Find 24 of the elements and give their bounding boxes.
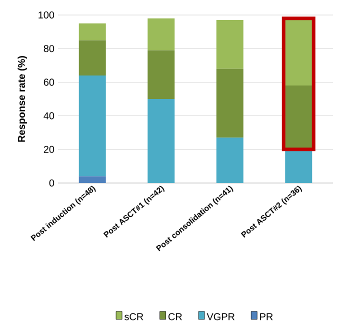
legend-label: sCR: [124, 313, 144, 320]
bar: [285, 86, 312, 150]
bar: [78, 176, 106, 183]
bar: [285, 149, 312, 183]
y-tick-label: 0: [49, 179, 54, 187]
bar: [216, 138, 244, 183]
bar: [148, 99, 175, 183]
legend-label: VGPR: [206, 313, 234, 320]
bar: [148, 50, 175, 99]
bar: [78, 23, 106, 40]
y-tick-label: 100: [38, 11, 54, 19]
bar: [285, 18, 312, 86]
y-tick-label: 80: [44, 45, 54, 52]
legend-label: CR: [168, 313, 182, 320]
bar: [216, 68, 244, 138]
bar: [78, 75, 106, 176]
bar: [148, 18, 175, 50]
y-tick-label: 20: [44, 146, 54, 153]
legend-label: PR: [260, 313, 273, 320]
bar: [216, 20, 244, 69]
y-tick-label: 60: [44, 78, 54, 86]
y-axis-title: Response rate (%): [18, 56, 27, 142]
bar: [78, 40, 106, 76]
y-tick-label: 40: [44, 112, 54, 120]
